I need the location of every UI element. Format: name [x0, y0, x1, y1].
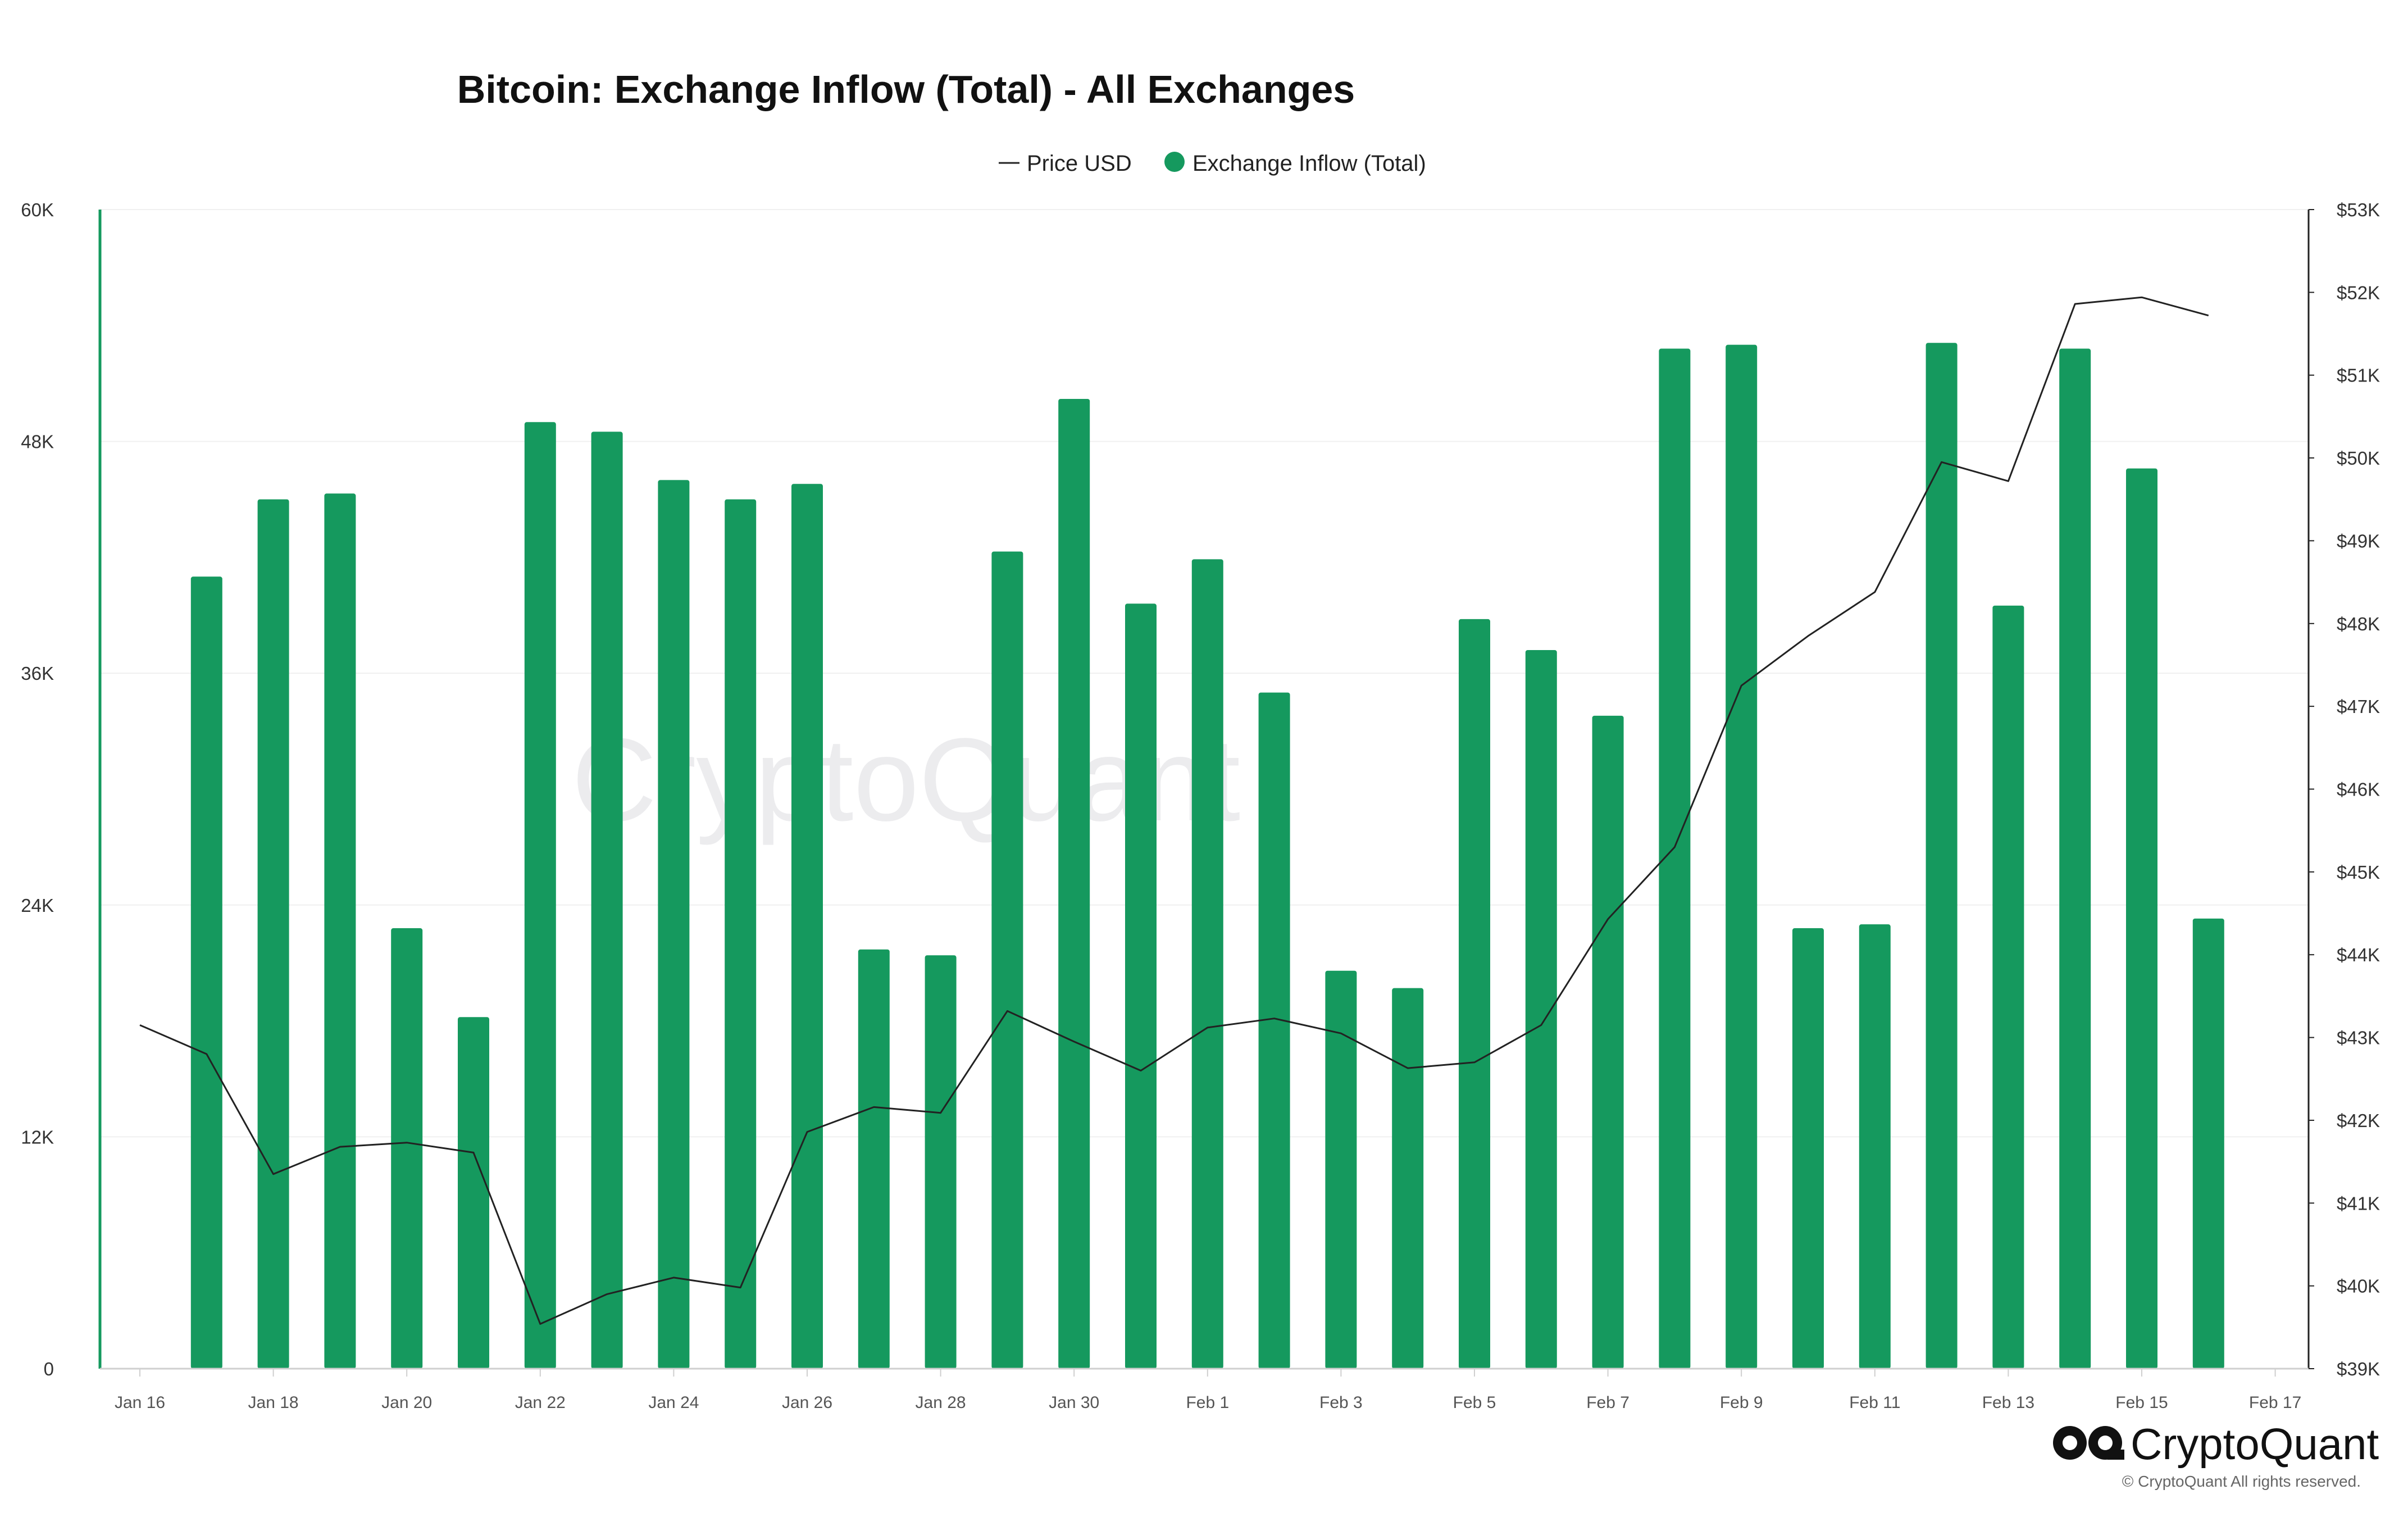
inflow-bar[interactable] [725, 499, 757, 1369]
inflow-bar[interactable] [1258, 692, 1290, 1369]
left-tick-label: 60K [21, 199, 54, 220]
right-tick-label: $46K [2337, 779, 2380, 800]
left-tick-label: 48K [21, 432, 54, 452]
right-tick-label: $45K [2337, 862, 2380, 883]
price-line-group [139, 296, 2209, 1325]
right-tick-label: $47K [2337, 696, 2380, 717]
right-tick-label: $48K [2337, 614, 2380, 634]
x-tick-label: Feb 13 [1982, 1393, 2034, 1412]
inflow-bar[interactable] [1191, 559, 1223, 1369]
inflow-bar[interactable] [1392, 988, 1424, 1369]
right-tick-label: $39K [2337, 1359, 2380, 1379]
right-axis-tick-labels: $39K $40K $41K $42K $43K $44K $45K $46K $47K $48K… [2309, 199, 2380, 1379]
inflow-bar[interactable] [1325, 970, 1357, 1369]
brand-name: CryptoQuant [2131, 1419, 2379, 1469]
left-tick-label: 12K [21, 1127, 54, 1147]
inflow-bar[interactable] [1659, 348, 1691, 1369]
inflow-bar[interactable] [925, 955, 957, 1369]
inflow-bar[interactable] [1592, 715, 1624, 1369]
right-tick-label: $42K [2337, 1110, 2380, 1131]
cryptoquant-logo-icon [2053, 1426, 2124, 1460]
left-axis-tick-labels: 0 12K 24K 36K 48K 60K [21, 199, 54, 1379]
x-tick-label: Jan 20 [381, 1393, 432, 1412]
copyright-text: © CryptoQuant All rights reserved. [2122, 1473, 2361, 1490]
inflow-bar[interactable] [1992, 605, 2024, 1369]
left-tick-label: 24K [21, 895, 54, 916]
inflow-bar[interactable] [1125, 603, 1157, 1369]
x-tick-label: Feb 1 [1186, 1393, 1229, 1412]
left-tick-label: 0 [44, 1359, 54, 1379]
right-tick-label: $40K [2337, 1276, 2380, 1297]
legend: Price USD Exchange Inflow (Total) [999, 151, 1426, 176]
inflow-bar[interactable] [1058, 398, 1090, 1369]
x-tick-label: Jan 24 [648, 1393, 699, 1412]
inflow-bar[interactable] [257, 499, 289, 1369]
inflow-bar[interactable] [2126, 468, 2157, 1369]
branding: CryptoQuant © CryptoQuant All rights res… [2053, 1419, 2379, 1490]
right-tick-label: $49K [2337, 530, 2380, 551]
inflow-bar[interactable] [190, 576, 222, 1369]
right-tick-label: $44K [2337, 944, 2380, 965]
inflow-bar[interactable] [658, 480, 690, 1369]
inflow-bar[interactable] [524, 422, 556, 1369]
inflow-bar[interactable] [324, 493, 356, 1369]
x-tick-label: Jan 26 [782, 1393, 832, 1412]
x-tick-label: Feb 7 [1586, 1393, 1629, 1412]
x-tick-label: Jan 28 [916, 1393, 966, 1412]
x-tick-label: Feb 5 [1453, 1393, 1496, 1412]
x-axis-tick-labels: Jan 16 Jan 18 Jan 20 Jan 22 Jan 24 Jan 26 Jan … [115, 1369, 2301, 1412]
right-tick-label: $53K [2337, 199, 2380, 220]
chart-title: Bitcoin: Exchange Inflow (Total) - All E… [457, 67, 1355, 111]
legend-price-label[interactable]: Price USD [1027, 151, 1132, 176]
inflow-bar[interactable] [1525, 650, 1557, 1369]
legend-inflow-label[interactable]: Exchange Inflow (Total) [1192, 151, 1426, 176]
right-tick-label: $50K [2337, 448, 2380, 469]
inflow-bar[interactable] [1792, 928, 1824, 1369]
x-tick-label: Jan 22 [515, 1393, 566, 1412]
right-tick-label: $41K [2337, 1193, 2380, 1214]
inflow-bar[interactable] [1726, 344, 1758, 1369]
inflow-bar[interactable] [858, 949, 890, 1369]
right-tick-label: $43K [2337, 1028, 2380, 1048]
x-tick-label: Feb 11 [1849, 1393, 1900, 1412]
inflow-bar[interactable] [458, 1017, 489, 1369]
inflow-bar[interactable] [1926, 343, 1958, 1369]
right-tick-label: $51K [2337, 365, 2380, 386]
left-tick-label: 36K [21, 663, 54, 684]
inflow-bar[interactable] [991, 551, 1023, 1369]
inflow-bar[interactable] [591, 432, 623, 1369]
inflow-bar[interactable] [1859, 924, 1891, 1369]
inflow-bar[interactable] [791, 484, 823, 1369]
inflow-bar[interactable] [2059, 348, 2091, 1369]
inflow-bar[interactable] [1459, 619, 1490, 1369]
x-tick-label: Feb 3 [1319, 1393, 1363, 1412]
x-tick-label: Feb 15 [2115, 1393, 2168, 1412]
x-tick-label: Jan 16 [115, 1393, 165, 1412]
inflow-bar[interactable] [2192, 918, 2224, 1369]
x-tick-label: Feb 17 [2249, 1393, 2301, 1412]
inflow-bar[interactable] [391, 928, 423, 1369]
legend-inflow-dot-marker [1164, 152, 1185, 172]
x-tick-label: Jan 18 [248, 1393, 299, 1412]
inflow-bars [190, 343, 2224, 1369]
price-line[interactable] [139, 296, 2209, 1325]
x-tick-label: Jan 30 [1049, 1393, 1099, 1412]
x-tick-label: Feb 9 [1720, 1393, 1763, 1412]
right-tick-label: $52K [2337, 282, 2380, 303]
